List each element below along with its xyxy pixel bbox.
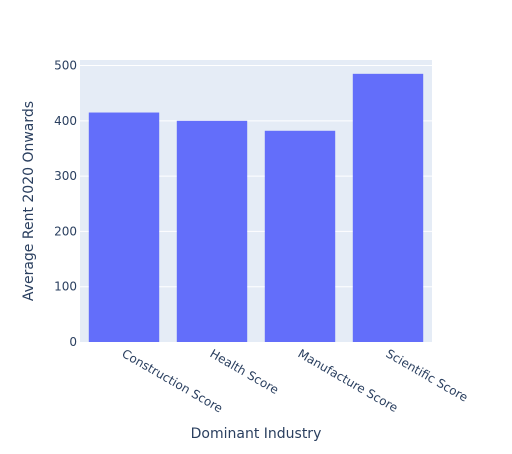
bar (176, 120, 248, 342)
y-tick-label: 400 (54, 114, 77, 128)
y-tick-label: 100 (54, 280, 77, 294)
x-tick-label: Health Score (208, 346, 282, 397)
x-tick-label: Scientific Score (384, 346, 471, 404)
y-tick-label: 200 (54, 224, 77, 238)
y-axis-title: Average Rent 2020 Onwards (21, 101, 37, 301)
bar (352, 73, 424, 342)
y-tick-labels: 0 100 200 300 400 500 (54, 59, 77, 349)
y-tick-label: 500 (54, 59, 77, 73)
y-tick-label: 300 (54, 169, 77, 183)
bar (264, 130, 336, 342)
x-axis-title: Dominant Industry (191, 426, 322, 442)
bars (88, 73, 424, 342)
y-tick-label: 0 (69, 335, 77, 349)
bar (88, 112, 160, 342)
